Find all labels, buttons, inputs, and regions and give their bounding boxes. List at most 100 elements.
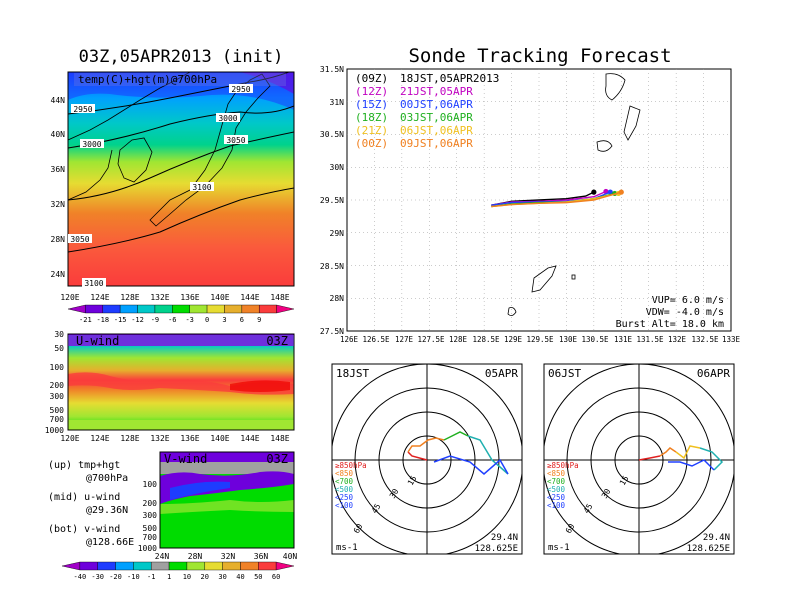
uwind-lev-50: 50: [54, 344, 64, 353]
legend-code-15Z: (15Z): [355, 98, 388, 111]
hodo1-leg-850up: ≥850hPa: [335, 461, 367, 470]
track-lon-131E: 131E: [614, 335, 633, 344]
temp-colorbar-label: -9: [151, 316, 159, 324]
trajectory-endpoint: [591, 189, 597, 195]
uwind-lon-136E: 136E: [180, 434, 199, 443]
vwind-lat-40N: 40N: [283, 552, 298, 561]
temp-colorbar-swatch: [102, 304, 121, 314]
wind-colorbar-swatch: [240, 561, 259, 571]
land-korea: [117, 137, 153, 183]
contour-label-3000-a: 3000: [82, 140, 101, 149]
uwind-lon-148E: 148E: [270, 434, 289, 443]
hodo1-leg-700: <700: [335, 477, 354, 486]
uwind-lev-700: 700: [50, 415, 65, 424]
vwind-lev-100: 100: [143, 480, 158, 489]
wind-colorbar-label: 60: [272, 573, 280, 581]
uwind-lon-144E: 144E: [240, 434, 259, 443]
uwind-lev-200: 200: [50, 381, 65, 390]
legend-text-21Z: 06JST,06APR: [400, 124, 473, 137]
temp-colorbar-label: -6: [168, 316, 176, 324]
hodo1-ring-60: 60: [352, 522, 365, 535]
vwind-lat-36N: 36N: [254, 552, 269, 561]
temp-lon-tick-128E: 128E: [120, 293, 139, 302]
hodo1-trace-850: [407, 437, 445, 453]
track-lat-31.5N: 31.5N: [320, 65, 344, 74]
temp-lat-tick-32N: 32N: [51, 200, 66, 209]
uwind-lev-100: 100: [50, 363, 65, 372]
hodo2-ring-45: 45: [582, 502, 595, 515]
contour-label-3100-a: 3100: [192, 183, 211, 192]
vwind-lat-24N: 24N: [155, 552, 170, 561]
wind-colorbar-label: -1: [147, 573, 155, 581]
legend-text-15Z: 00JST,06APR: [400, 98, 473, 111]
track-lat-30N: 30N: [330, 163, 345, 172]
track-lon-132E: 132E: [668, 335, 687, 344]
wind-colorbar: -40 -30 -20 -10 -1 1 10 20 30 40 50 60: [61, 561, 295, 581]
contour-label-3100-b: 3100: [84, 279, 103, 288]
vwind-lev-500: 500: [143, 524, 158, 533]
temp-lon-tick-132E: 132E: [150, 293, 169, 302]
note-bot-b: @128.66E: [86, 537, 134, 548]
hodo2-leg-850up: ≥850hPa: [547, 461, 579, 470]
vwind-frame: [159, 451, 295, 549]
vwind-lev-200: 200: [143, 499, 158, 508]
temp-colorbar-swatch: [137, 304, 156, 314]
info-burst: Burst Alt= 18.0 km: [616, 319, 724, 330]
legend-code-21Z: (21Z): [355, 124, 388, 137]
legend-text-09Z: 18JST,05APR2013: [400, 72, 499, 85]
temp-lat-tick-24N: 24N: [51, 270, 66, 279]
hodo2-time: 06JST: [548, 367, 581, 380]
legend-text-00Z: 09JST,06APR: [400, 137, 473, 150]
wind-colorbar-swatch: [168, 561, 188, 571]
wind-colorbar-label: -10: [127, 573, 140, 581]
note-up-b: @700hPa: [86, 473, 128, 484]
hodo2-unit: ms-1: [548, 543, 570, 553]
contour-2950: [68, 72, 291, 115]
track-lon-132.5E: 132.5E: [691, 335, 719, 344]
temp-colorbar-label: 6: [240, 316, 244, 324]
wind-colorbar-swatch: [97, 561, 116, 571]
track-lon-127.5E: 127.5E: [417, 335, 445, 344]
vwind-label: V-wind: [164, 452, 207, 466]
track-lon-131.5E: 131.5E: [636, 335, 664, 344]
hodo2-trace-500: [699, 447, 724, 471]
note-bot-a: (bot) v-wind: [48, 524, 120, 535]
trajectory-endpoint: [618, 189, 624, 195]
hodo2-date: 06APR: [697, 367, 730, 380]
hodo2-leg-500: <500: [547, 485, 566, 494]
track-lon-130.5E: 130.5E: [581, 335, 609, 344]
uwind-lon-132E: 132E: [150, 434, 169, 443]
temp-colorbar-swatch: [224, 304, 243, 314]
vwind-lev-700: 700: [143, 533, 158, 542]
wind-colorbar-label: 40: [236, 573, 244, 581]
wind-colorbar-swatch: [222, 561, 241, 571]
wind-colorbar-label: 50: [254, 573, 262, 581]
uwind-panel: U-wind 03Z 30 50 100 200 300 500 700 100…: [45, 330, 295, 443]
island-north: [605, 73, 626, 101]
uwind-time: 03Z: [266, 334, 288, 348]
hodograph-18jst: 18JST 05APR 15 30 45 60 ≥850hPa <850 <70…: [331, 363, 523, 555]
hodo2-lat: 29.4N: [703, 533, 730, 543]
island-yakushima: [596, 140, 613, 152]
hodo2-ring-15: 15: [618, 474, 631, 487]
wind-colorbar-swatch: [275, 561, 295, 571]
track-grid: [347, 69, 731, 331]
uwind-lev-300: 300: [50, 392, 65, 401]
track-lat-29N: 29N: [330, 229, 345, 238]
track-lat-28.5N: 28.5N: [320, 262, 344, 271]
temp-colorbar-label: 3: [222, 316, 226, 324]
legend-code-12Z: (12Z): [355, 85, 388, 98]
wind-colorbar-label: 20: [201, 573, 209, 581]
temp-map-label: temp(C)+hgt(m)@700hPa: [78, 73, 217, 86]
temp-lon-tick-136E: 136E: [180, 293, 199, 302]
hodo1-trace-700: [443, 431, 469, 441]
temp-colorbar-swatch: [85, 304, 103, 314]
wind-colorbar-label: 30: [218, 573, 226, 581]
contour-3100: [68, 187, 294, 253]
contour-label-2950-a: 2950: [73, 105, 92, 114]
wind-colorbar-label: -40: [74, 573, 87, 581]
vwind-panel: V-wind 03Z 100 200 300 500 700 1000 24N …: [61, 451, 298, 581]
contour-label-2950-b: 2950: [231, 85, 250, 94]
uwind-frame: [67, 333, 295, 431]
temp-lat-tick-40N: 40N: [51, 130, 66, 139]
